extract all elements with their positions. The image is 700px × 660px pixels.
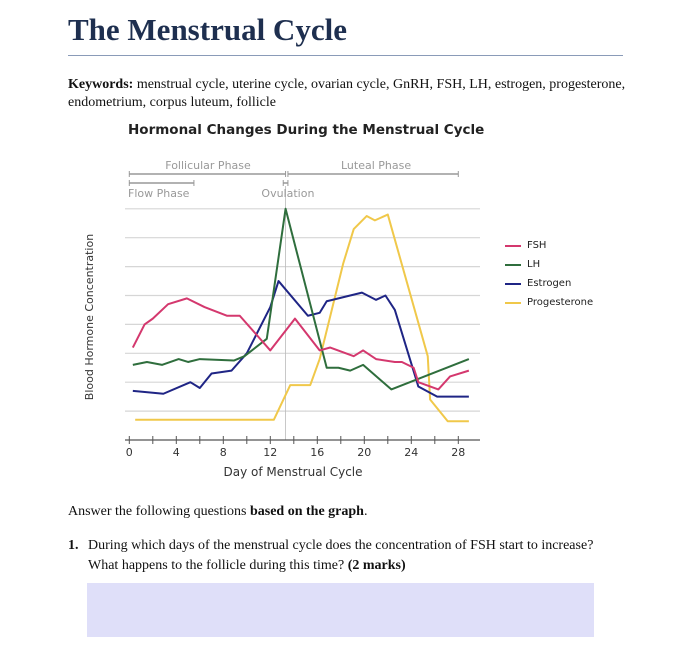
keywords-paragraph: Keywords: menstrual cycle, uterine cycle… — [68, 76, 628, 112]
legend-item-estrogen: Estrogen — [505, 274, 593, 293]
x-tick-label: 0 — [126, 446, 133, 459]
luteal-label: Luteal Phase — [341, 159, 411, 172]
question-marks: (2 marks) — [347, 558, 406, 573]
x-tick-label: 20 — [357, 446, 371, 459]
legend-item-progesterone: Progesterone — [505, 293, 593, 312]
series-line-lh — [132, 207, 470, 391]
legend-label: Estrogen — [527, 278, 572, 289]
instructions-bold: based on the graph — [249, 504, 364, 519]
x-tick-label: 16 — [310, 446, 324, 459]
instructions: Answer the following questions based on … — [68, 504, 367, 520]
series-line-fsh — [131, 297, 470, 391]
title-divider — [68, 55, 623, 56]
instructions-text: Answer the following questions — [68, 504, 250, 519]
question-number: 1. — [68, 538, 79, 553]
question-text: During which days of the menstrual cycle… — [88, 538, 594, 573]
x-axis-label: Day of Menstrual Cycle — [223, 465, 362, 479]
chart-legend: FSH LH Estrogen Progesterone — [505, 236, 593, 312]
legend-swatch — [505, 244, 521, 247]
flow-label: Flow Phase — [128, 187, 190, 200]
legend-label: Progesterone — [527, 297, 594, 308]
legend-swatch — [505, 263, 521, 266]
follicular-label: Follicular Phase — [165, 159, 251, 172]
legend-item-fsh: FSH — [505, 236, 593, 255]
question-1: 1. During which days of the menstrual cyc… — [68, 536, 608, 576]
legend-label: LH — [527, 259, 541, 270]
x-tick-label: 4 — [173, 446, 180, 459]
keywords-label: Keywords: — [68, 77, 134, 92]
legend-swatch — [505, 301, 521, 304]
x-tick-label: 28 — [451, 446, 465, 459]
series-line-progesterone — [135, 213, 469, 423]
answer-box[interactable] — [87, 583, 594, 637]
legend-label: FSH — [527, 240, 547, 251]
legend-item-lh: LH — [505, 255, 593, 274]
chart-title: Hormonal Changes During the Menstrual Cy… — [128, 122, 485, 138]
x-tick-label: 12 — [263, 446, 277, 459]
y-axis-label: Blood Hormone Concentration — [83, 234, 96, 400]
legend-swatch — [505, 282, 521, 285]
page-title: The Menstrual Cycle — [68, 12, 347, 47]
keywords-text: menstrual cycle, uterine cycle, ovarian … — [68, 77, 626, 110]
x-tick-label: 8 — [220, 446, 227, 459]
ovulation-label: Ovulation — [261, 187, 314, 200]
x-tick-label: 24 — [404, 446, 418, 459]
instructions-suffix: . — [363, 504, 368, 519]
